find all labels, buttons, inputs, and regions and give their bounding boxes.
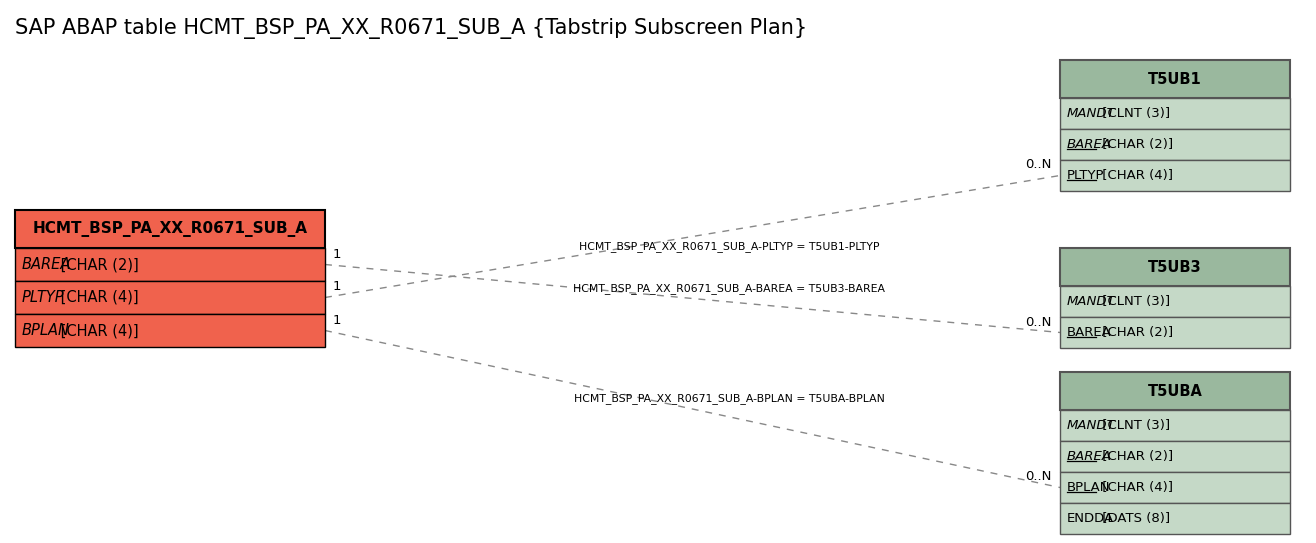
Text: MANDT: MANDT — [1067, 107, 1116, 120]
Text: 0..N: 0..N — [1025, 159, 1051, 172]
Bar — [14, 248, 325, 281]
Text: [CHAR (4)]: [CHAR (4)] — [1098, 169, 1173, 182]
Text: [CHAR (2)]: [CHAR (2)] — [1098, 138, 1173, 151]
Bar — [1059, 60, 1290, 98]
Bar — [14, 281, 325, 314]
Text: BAREA: BAREA — [22, 257, 71, 272]
Text: 0..N: 0..N — [1025, 470, 1051, 483]
Bar — [1059, 441, 1290, 472]
Text: [CHAR (4)]: [CHAR (4)] — [55, 290, 138, 305]
Text: T5UBA: T5UBA — [1148, 383, 1203, 399]
Text: [CLNT (3)]: [CLNT (3)] — [1098, 295, 1170, 308]
Text: 0..N: 0..N — [1025, 315, 1051, 329]
Bar — [14, 210, 325, 248]
Text: [CHAR (2)]: [CHAR (2)] — [1098, 326, 1173, 339]
Text: HCMT_BSP_PA_XX_R0671_SUB_A-BPLAN = T5UBA-BPLAN: HCMT_BSP_PA_XX_R0671_SUB_A-BPLAN = T5UBA… — [574, 394, 884, 405]
Bar — [1059, 503, 1290, 534]
Text: T5UB3: T5UB3 — [1148, 260, 1202, 275]
Bar — [1059, 410, 1290, 441]
Text: BPLAN: BPLAN — [1067, 481, 1111, 494]
Text: [CHAR (4)]: [CHAR (4)] — [55, 323, 138, 338]
Text: ENDDA: ENDDA — [1067, 512, 1115, 525]
Text: BAREA: BAREA — [1067, 326, 1112, 339]
Text: PLTYP: PLTYP — [22, 290, 64, 305]
Text: [CLNT (3)]: [CLNT (3)] — [1098, 419, 1170, 432]
Text: HCMT_BSP_PA_XX_R0671_SUB_A-PLTYP = T5UB1-PLTYP: HCMT_BSP_PA_XX_R0671_SUB_A-PLTYP = T5UB1… — [579, 241, 879, 252]
Text: HCMT_BSP_PA_XX_R0671_SUB_A: HCMT_BSP_PA_XX_R0671_SUB_A — [33, 221, 308, 237]
Text: SAP ABAP table HCMT_BSP_PA_XX_R0671_SUB_A {Tabstrip Subscreen Plan}: SAP ABAP table HCMT_BSP_PA_XX_R0671_SUB_… — [14, 18, 807, 39]
Text: MANDT: MANDT — [1067, 295, 1116, 308]
Bar — [1059, 129, 1290, 160]
Text: [CLNT (3)]: [CLNT (3)] — [1098, 107, 1170, 120]
Text: T5UB1: T5UB1 — [1148, 72, 1202, 86]
Text: [DATS (8)]: [DATS (8)] — [1098, 512, 1170, 525]
Text: [CHAR (2)]: [CHAR (2)] — [1098, 450, 1173, 463]
Text: PLTYP: PLTYP — [1067, 169, 1104, 182]
Text: 1: 1 — [333, 313, 341, 326]
Text: [CHAR (2)]: [CHAR (2)] — [55, 257, 138, 272]
Bar — [1059, 98, 1290, 129]
Bar — [1059, 372, 1290, 410]
Bar — [1059, 317, 1290, 348]
Text: 1: 1 — [333, 281, 341, 294]
Text: 1: 1 — [333, 248, 341, 261]
Bar — [1059, 160, 1290, 191]
Bar — [1059, 286, 1290, 317]
Text: BAREA: BAREA — [1067, 138, 1112, 151]
Bar — [14, 314, 325, 347]
Text: [CHAR (4)]: [CHAR (4)] — [1098, 481, 1173, 494]
Text: MANDT: MANDT — [1067, 419, 1116, 432]
Text: HCMT_BSP_PA_XX_R0671_SUB_A-BAREA = T5UB3-BAREA: HCMT_BSP_PA_XX_R0671_SUB_A-BAREA = T5UB3… — [574, 283, 886, 294]
Bar — [1059, 248, 1290, 286]
Bar — [1059, 472, 1290, 503]
Text: BPLAN: BPLAN — [22, 323, 70, 338]
Text: BAREA: BAREA — [1067, 450, 1112, 463]
